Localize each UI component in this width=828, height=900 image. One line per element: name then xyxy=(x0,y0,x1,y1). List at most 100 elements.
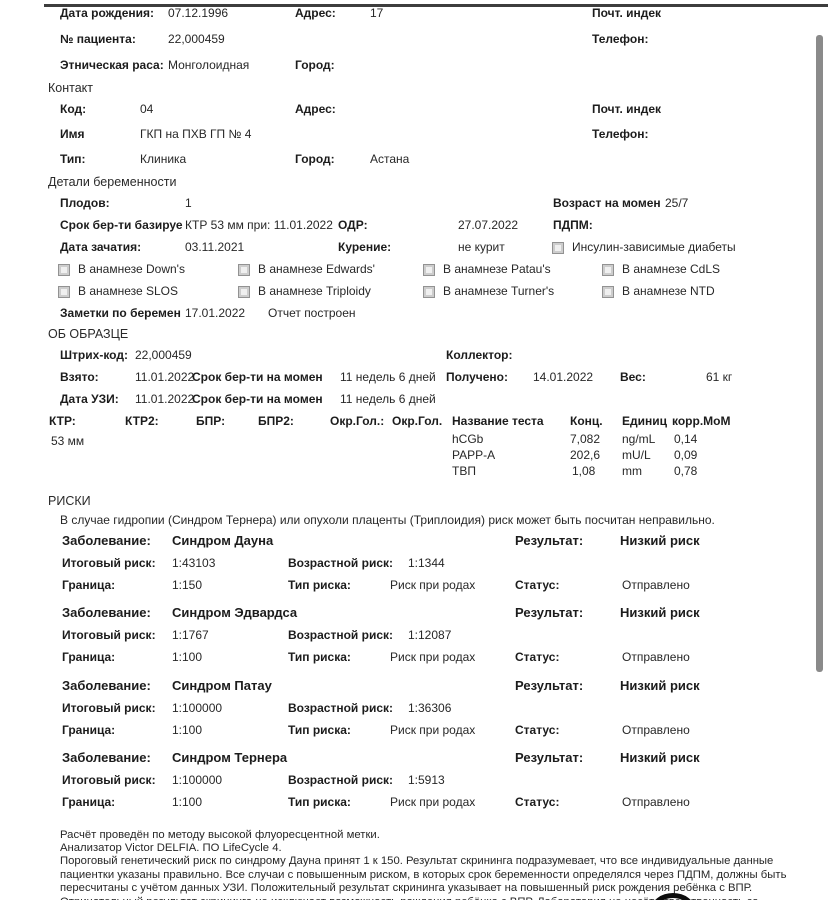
age-risk-label: Возрастной риск: xyxy=(288,556,394,570)
history-slos-checkbox[interactable] xyxy=(58,286,70,298)
fetuses-label: Плодов: xyxy=(60,196,110,210)
test-row-name: ТВП xyxy=(452,464,476,478)
risk-type-value: Риск при родах xyxy=(390,795,476,809)
age-risk-label: Возрастной риск: xyxy=(288,628,394,642)
test-row-unit: mU/L xyxy=(622,448,651,462)
age-risk-label: Возрастной риск: xyxy=(288,701,394,715)
age-risk-value: 1:5913 xyxy=(408,773,445,787)
test-conc-header: Конц. xyxy=(570,414,603,428)
ethnicity-label: Этническая раса: xyxy=(60,58,164,72)
test-unit-header: Единиц xyxy=(622,414,667,428)
age-risk-value: 1:12087 xyxy=(408,628,452,642)
ga-at-us-value: 11 недель 6 дней xyxy=(340,392,436,406)
disease-label: Заболевание: xyxy=(62,533,151,548)
notes-date: 17.01.2022 xyxy=(185,306,246,320)
weight-label: Вес: xyxy=(620,370,646,384)
result-label: Результат: xyxy=(515,678,584,693)
disease-label: Заболевание: xyxy=(62,678,151,693)
contact-postcode-label: Почт. индек xyxy=(592,102,662,116)
history-cdls-checkbox[interactable] xyxy=(602,264,614,276)
risks-note: В случае гидропии (Синдром Тернера) или … xyxy=(60,513,715,527)
pregnancy-section-title: Детали беременности xyxy=(48,175,177,189)
status-value: Отправлено xyxy=(622,795,690,809)
result-label: Результат: xyxy=(515,605,584,620)
received-value: 14.01.2022 xyxy=(533,370,594,384)
ga-basis-label: Срок бер-ти базируе xyxy=(60,218,183,232)
us-date-label: Дата УЗИ: xyxy=(60,392,119,406)
smoking-label: Курение: xyxy=(338,240,392,254)
risk-type-value: Риск при родах xyxy=(390,578,476,592)
vertical-scrollbar-thumb[interactable] xyxy=(816,35,823,672)
result-label: Результат: xyxy=(515,750,584,765)
disease-value: Синдром Патау xyxy=(172,678,272,693)
test-row-unit: mm xyxy=(622,464,642,478)
result-value: Низкий риск xyxy=(620,605,700,620)
cutoff-label: Граница: xyxy=(62,723,116,737)
disease-value: Синдром Тернера xyxy=(172,750,288,765)
age-at-value: 25/7 xyxy=(665,196,689,210)
sample-section-title: ОБ ОБРАЗЦЕ xyxy=(48,327,129,341)
dob-value: 07.12.1996 xyxy=(168,6,229,20)
conception-value: 03.11.2021 xyxy=(185,240,245,254)
age-at-label: Возраст на момен xyxy=(553,196,661,210)
test-row-unit: ng/mL xyxy=(622,432,656,446)
result-value: Низкий риск xyxy=(620,678,700,693)
cutoff-label: Граница: xyxy=(62,578,116,592)
top-divider xyxy=(44,4,828,7)
risk-type-label: Тип риска: xyxy=(288,795,351,809)
history-pataus-label: В анамнезе Patau's xyxy=(443,262,551,276)
history-triploidy-checkbox[interactable] xyxy=(238,286,250,298)
ga-at-us-label: Срок бер-ти на момен xyxy=(192,392,323,406)
result-value: Низкий риск xyxy=(620,750,700,765)
status-value: Отправлено xyxy=(622,650,690,664)
contact-city-value: Астана xyxy=(370,152,410,166)
received-label: Получено: xyxy=(446,370,509,384)
fetuses-value: 1 xyxy=(185,196,192,210)
smoking-value: не курит xyxy=(458,240,505,254)
age-risk-label: Возрастной риск: xyxy=(288,773,394,787)
taken-label: Взято: xyxy=(60,370,99,384)
edd-value: 27.07.2022 xyxy=(458,218,519,232)
disease-value: Синдром Дауна xyxy=(172,533,274,548)
insulin-diabetes-label: Инсулин-зависимые диабеты xyxy=(572,240,736,254)
test-row-mom: 0,78 xyxy=(674,464,698,478)
cutoff-label: Граница: xyxy=(62,795,116,809)
status-value: Отправлено xyxy=(622,578,690,592)
head-circ2-header: Окр.Гол. xyxy=(392,414,443,428)
test-row-name: hCGb xyxy=(452,432,484,446)
result-value: Низкий риск xyxy=(620,533,700,548)
status-label: Статус: xyxy=(515,578,560,592)
history-pataus-checkbox[interactable] xyxy=(423,264,435,276)
history-edwards-checkbox[interactable] xyxy=(238,264,250,276)
cutoff-label: Граница: xyxy=(62,650,116,664)
risk-type-label: Тип риска: xyxy=(288,723,351,737)
status-label: Статус: xyxy=(515,650,560,664)
total-risk-value: 1:1767 xyxy=(172,628,209,642)
test-row-mom: 0,09 xyxy=(674,448,698,462)
ga-at-taken-value: 11 недель 6 дней xyxy=(340,370,436,384)
contact-code-value: 04 xyxy=(140,102,154,116)
dob-label: Дата рождения: xyxy=(60,6,155,20)
age-risk-value: 1:36306 xyxy=(408,701,452,715)
footer-method-line: Расчёт проведён по методу высокой флуоре… xyxy=(60,829,380,841)
cutoff-value: 1:100 xyxy=(172,723,203,737)
ethnicity-value: Монголоидная xyxy=(168,58,250,72)
notes-label: Заметки по беремен xyxy=(60,306,181,320)
history-downs-label: В анамнезе Down's xyxy=(78,262,185,276)
history-ntd-checkbox[interactable] xyxy=(602,286,614,298)
disease-label: Заболевание: xyxy=(62,750,151,765)
disease-value: Синдром Эдвардса xyxy=(172,605,298,620)
insulin-diabetes-checkbox[interactable] xyxy=(552,242,564,254)
total-risk-value: 1:100000 xyxy=(172,701,223,715)
footer-analyzer-line: Анализатор Victor DELFIA. ПО LifeCycle 4… xyxy=(60,842,282,854)
head-circ-header: Окр.Гол.: xyxy=(330,414,385,428)
history-turners-checkbox[interactable] xyxy=(423,286,435,298)
test-row-conc: 1,08 xyxy=(572,464,596,478)
history-downs-checkbox[interactable] xyxy=(58,264,70,276)
total-risk-label: Итоговый риск: xyxy=(62,773,156,787)
edd-label: ОДР: xyxy=(338,218,368,232)
test-row-conc: 7,082 xyxy=(570,432,601,446)
weight-value: 61 кг xyxy=(706,370,733,384)
status-label: Статус: xyxy=(515,723,560,737)
